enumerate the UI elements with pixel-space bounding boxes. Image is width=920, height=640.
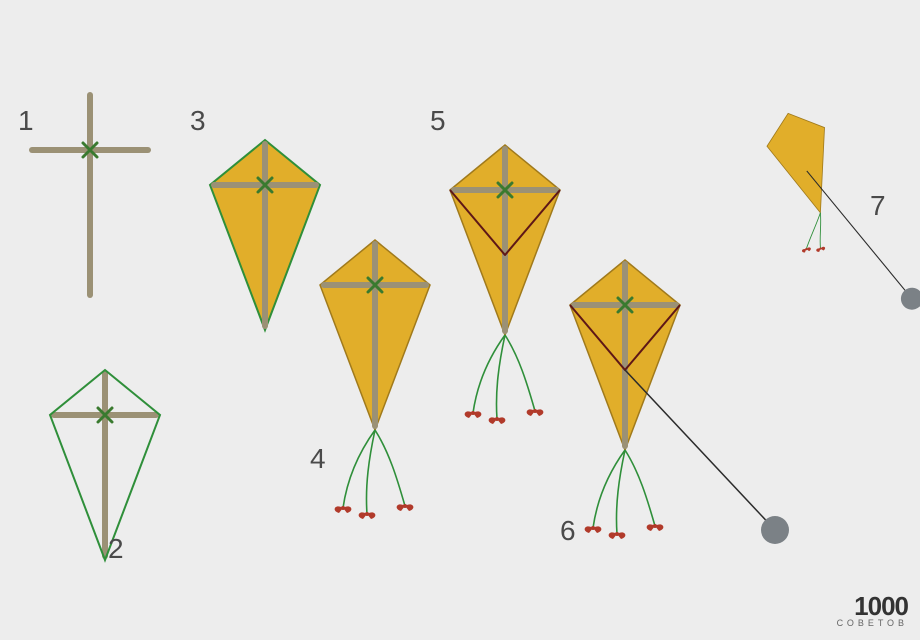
step-label-2: 2 (108, 533, 124, 564)
step-label-6: 6 (560, 515, 576, 546)
logo-sub: СОВЕТОВ (837, 618, 908, 628)
step-label-7: 7 (870, 190, 886, 221)
step-label-4: 4 (310, 443, 326, 474)
logo: 1000 СОВЕТОВ (837, 591, 908, 628)
step-label-1: 1 (18, 105, 34, 136)
step-label-3: 3 (190, 105, 206, 136)
step-label-5: 5 (430, 105, 446, 136)
kite-diagram: 1 2 3 4 5 6 7 (0, 0, 920, 640)
